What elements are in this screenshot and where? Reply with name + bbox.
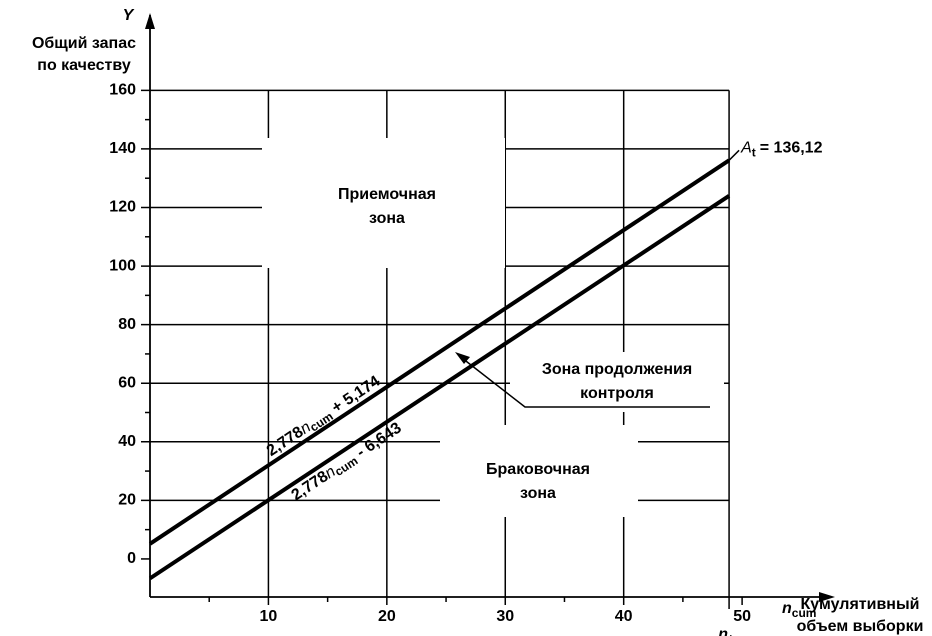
zone-pointer-head — [455, 352, 470, 364]
x-tick-label: 10 — [260, 608, 278, 625]
x-tick-label: 30 — [496, 608, 514, 625]
y-tick-label: 160 — [109, 82, 136, 99]
label-gap — [510, 352, 724, 412]
zone-label: Приемочная — [338, 186, 436, 203]
series-line — [148, 158, 731, 546]
zone-label: Зона продолжения — [542, 361, 692, 378]
zone-pointer — [461, 357, 710, 408]
annotation-sub: t — [752, 145, 756, 159]
annotation-leader — [726, 149, 740, 163]
y-tick-label: 0 — [127, 550, 136, 567]
y-tick-label: 20 — [118, 492, 136, 509]
label-gap — [262, 138, 505, 268]
x-sub: cum — [792, 606, 817, 620]
zone-label: контроля — [580, 385, 654, 402]
x-var: n — [782, 600, 792, 617]
nt-var: n — [718, 626, 728, 636]
nt-label: nt — [718, 626, 733, 636]
zone-label: Браковочная — [486, 461, 590, 478]
y-axis-label: по качеству — [37, 57, 131, 74]
label-gap — [440, 425, 638, 517]
annotation-symbol: A — [740, 140, 752, 157]
x-axis-arrow — [819, 592, 835, 602]
nt-sub: t — [728, 632, 733, 636]
y-axis-label: Общий запас — [32, 35, 136, 52]
series-line — [148, 194, 731, 581]
y-axis-symbol: Y — [123, 7, 135, 24]
annotation-text: = 136,12 — [760, 140, 823, 157]
x-axis-label: объем выборки — [797, 618, 924, 635]
y-axis-arrow — [145, 13, 155, 29]
y-tick-label: 120 — [109, 199, 136, 216]
y-tick-label: 60 — [118, 374, 136, 391]
y-tick-label: 40 — [118, 433, 136, 450]
x-axis-symbol: ncum — [782, 600, 816, 620]
zone-label: зона — [520, 485, 556, 502]
annotation: At = 136,12 — [740, 140, 823, 160]
x-tick-label: 40 — [615, 608, 633, 625]
y-tick-label: 140 — [109, 140, 136, 157]
x-tick-label: 50 — [733, 608, 751, 625]
x-axis-label: Кумулятивный — [801, 596, 920, 613]
x-tick-label: 20 — [378, 608, 396, 625]
y-tick-label: 80 — [118, 316, 136, 333]
zone-label: зона — [369, 210, 405, 227]
y-tick-label: 100 — [109, 257, 136, 274]
